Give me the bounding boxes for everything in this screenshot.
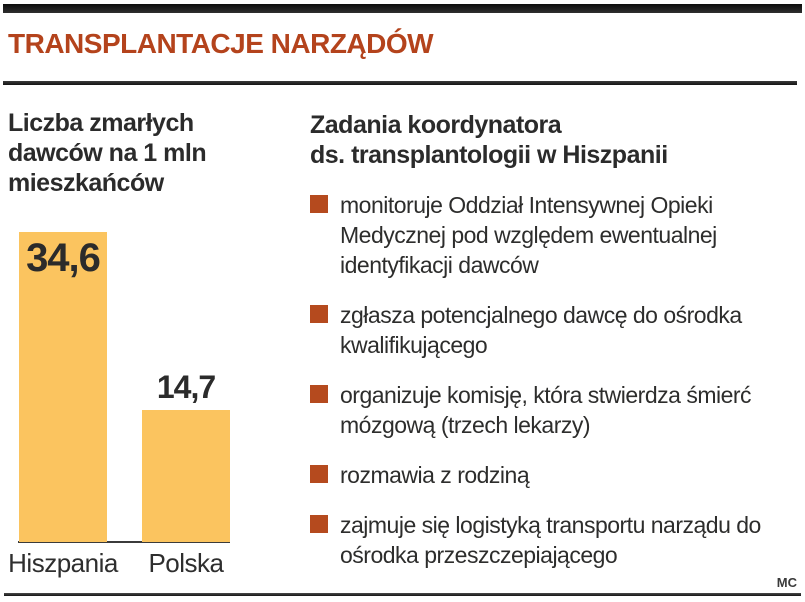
tasks-heading-line-1: Zadania koordynatora xyxy=(310,111,562,139)
bar-value-label: 34,6 xyxy=(26,236,101,280)
task-item-text: monitoruje Oddział Intensywnej Opieki Me… xyxy=(340,192,717,278)
x-axis-line xyxy=(18,541,230,543)
task-item: organizuje komisję, która stwierdza śmie… xyxy=(308,380,792,440)
task-item: rozmawia z rodziną xyxy=(308,460,792,490)
bar-polska xyxy=(142,410,230,542)
bullet-square-icon xyxy=(310,515,328,533)
task-item-text: rozmawia z rodziną xyxy=(340,462,530,488)
top-border-bar xyxy=(3,4,802,13)
bottom-border-line xyxy=(4,593,801,596)
task-item: monitoruje Oddział Intensywnej Opieki Me… xyxy=(308,190,792,280)
page-title: TRANSPLANTACJE NARZĄDÓW xyxy=(8,28,434,59)
credit-initials: MC xyxy=(776,575,797,590)
chart-title: Liczba zmarłych dawców na 1 mln mieszkań… xyxy=(8,108,268,198)
bullet-square-icon xyxy=(310,385,328,403)
title-divider-line xyxy=(3,81,797,85)
tasks-heading-line-2: ds. transplantologii w Hiszpanii xyxy=(310,141,668,169)
bullet-square-icon xyxy=(310,305,328,323)
bar-hiszpania xyxy=(19,232,107,542)
task-item-text: organizuje komisję, która stwierdza śmie… xyxy=(340,382,752,438)
category-label-hiszpania: Hiszpania xyxy=(8,548,118,578)
task-item: zajmuje się logistyką transportu narządu… xyxy=(308,510,792,570)
tasks-list: monitoruje Oddział Intensywnej Opieki Me… xyxy=(308,190,792,590)
chart-title-line-3: mieszkańców xyxy=(8,169,164,197)
tasks-heading: Zadania koordynatora ds. transplantologi… xyxy=(310,110,790,170)
category-label-polska: Polska xyxy=(148,548,224,578)
bullet-square-icon xyxy=(310,195,328,213)
task-item-text: zajmuje się logistyką transportu narządu… xyxy=(340,512,761,568)
bar-value-label: 14,7 xyxy=(156,369,216,405)
chart-title-line-2: dawców na 1 mln xyxy=(8,139,207,167)
bullet-square-icon xyxy=(310,465,328,483)
task-item-text: zgłasza potencjalnego dawcę do ośrodka k… xyxy=(340,302,742,358)
chart-title-line-1: Liczba zmarłych xyxy=(8,109,194,137)
task-item: zgłasza potencjalnego dawcę do ośrodka k… xyxy=(308,300,792,360)
